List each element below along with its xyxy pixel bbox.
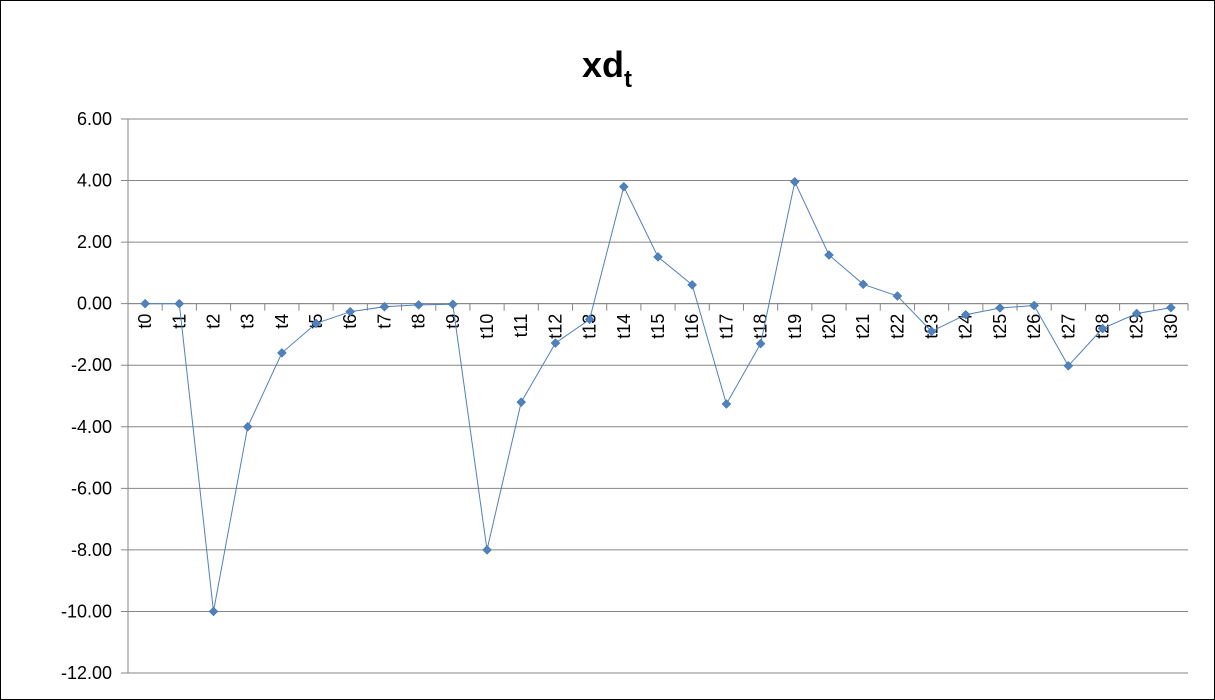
x-tick-label: t22 xyxy=(887,314,907,339)
chart-title: xdt xyxy=(582,44,632,93)
data-point-marker xyxy=(789,176,800,187)
x-tick-label: t2 xyxy=(203,314,223,329)
y-tick-label: -6.00 xyxy=(71,478,112,498)
chart-title-main: xd xyxy=(582,44,624,85)
x-tick-label: t14 xyxy=(614,314,634,339)
data-point-marker xyxy=(208,606,219,617)
x-tick-label: t10 xyxy=(477,314,497,339)
x-tick-label: t27 xyxy=(1058,314,1078,339)
series-line xyxy=(145,180,1171,612)
data-point-marker xyxy=(926,326,937,337)
chart-title-subscript: t xyxy=(624,66,632,93)
data-point-marker xyxy=(379,301,390,312)
x-tick-label: t29 xyxy=(1127,314,1147,339)
x-tick-label: t21 xyxy=(853,314,873,339)
data-point-marker xyxy=(687,280,698,290)
data-point-marker xyxy=(960,309,971,320)
data-point-marker xyxy=(858,279,869,290)
y-tick-label: 4.00 xyxy=(77,171,112,191)
data-point-marker xyxy=(1029,300,1039,311)
data-point-marker xyxy=(721,399,732,409)
data-point-marker xyxy=(618,181,629,192)
data-point-marker xyxy=(447,299,458,310)
data-point-marker xyxy=(755,338,766,349)
y-tick-label: -2.00 xyxy=(71,355,112,375)
y-tick-labels: 6.00 4.00 2.00 0.00 -2.00 -4.00 -6.00 -8.00 -10.… xyxy=(61,109,112,683)
x-tick-labels: t0t1t2t3t4t5t6t7t8t9t10t11t12t13t14t15t1… xyxy=(135,314,1181,339)
y-tick-label: 2.00 xyxy=(77,232,112,252)
x-tick-label: t24 xyxy=(956,314,976,339)
y-tick-label: -10.00 xyxy=(61,601,112,621)
x-tick-label: t23 xyxy=(922,314,942,339)
x-tick-label: t18 xyxy=(751,314,771,339)
x-tick-label: t16 xyxy=(682,314,702,339)
data-point-marker xyxy=(413,300,424,310)
y-tick-label: 0.00 xyxy=(77,294,112,314)
data-point-marker xyxy=(140,298,150,309)
x-tick-label: t13 xyxy=(580,314,600,339)
x-tick-label: t20 xyxy=(819,314,839,339)
x-tick-label: t6 xyxy=(340,314,360,329)
data-point-marker xyxy=(516,397,527,408)
x-tick-label: t3 xyxy=(238,314,258,329)
y-tick-label: -4.00 xyxy=(71,417,112,437)
data-point-marker xyxy=(1166,302,1176,313)
data-point-marker xyxy=(482,545,492,555)
data-point-marker xyxy=(892,291,903,301)
data-point-marker xyxy=(277,348,287,358)
x-tick-label: t4 xyxy=(272,314,292,329)
y-tick-label: -12.00 xyxy=(61,663,112,683)
x-tick-label: t8 xyxy=(409,314,429,329)
data-point-marker xyxy=(1063,360,1074,371)
data-point-marker xyxy=(345,306,356,317)
x-tick-label: t12 xyxy=(545,314,565,339)
data-point-marker xyxy=(242,421,253,432)
x-tick-label: t9 xyxy=(443,314,463,329)
x-tick-label: t7 xyxy=(374,314,394,329)
data-point-marker xyxy=(653,252,663,262)
x-tick-label: t15 xyxy=(648,314,668,339)
y-tick-label: -8.00 xyxy=(71,540,112,560)
x-tick-label: t30 xyxy=(1161,314,1181,339)
axes xyxy=(127,119,1189,673)
gridlines xyxy=(121,118,1188,674)
data-point-marker xyxy=(824,250,834,260)
x-tick-label: t0 xyxy=(135,314,155,329)
x-tick-label: t11 xyxy=(511,314,531,338)
x-tick-label: t17 xyxy=(716,314,736,339)
data-point-marker xyxy=(1097,323,1108,334)
y-tick-label: 6.00 xyxy=(77,109,112,129)
x-tick-label: t26 xyxy=(1024,314,1044,339)
data-point-marker xyxy=(311,318,321,329)
data-point-marker xyxy=(584,314,595,325)
x-tick-label: t19 xyxy=(785,314,805,339)
data-point-marker xyxy=(550,338,561,348)
data-point-marker xyxy=(174,298,185,309)
data-point-marker xyxy=(1131,308,1142,319)
series-layer xyxy=(140,176,1176,617)
data-point-marker xyxy=(995,303,1005,313)
x-tick-label: t25 xyxy=(990,314,1010,339)
x-tick-label: t1 xyxy=(169,314,189,329)
